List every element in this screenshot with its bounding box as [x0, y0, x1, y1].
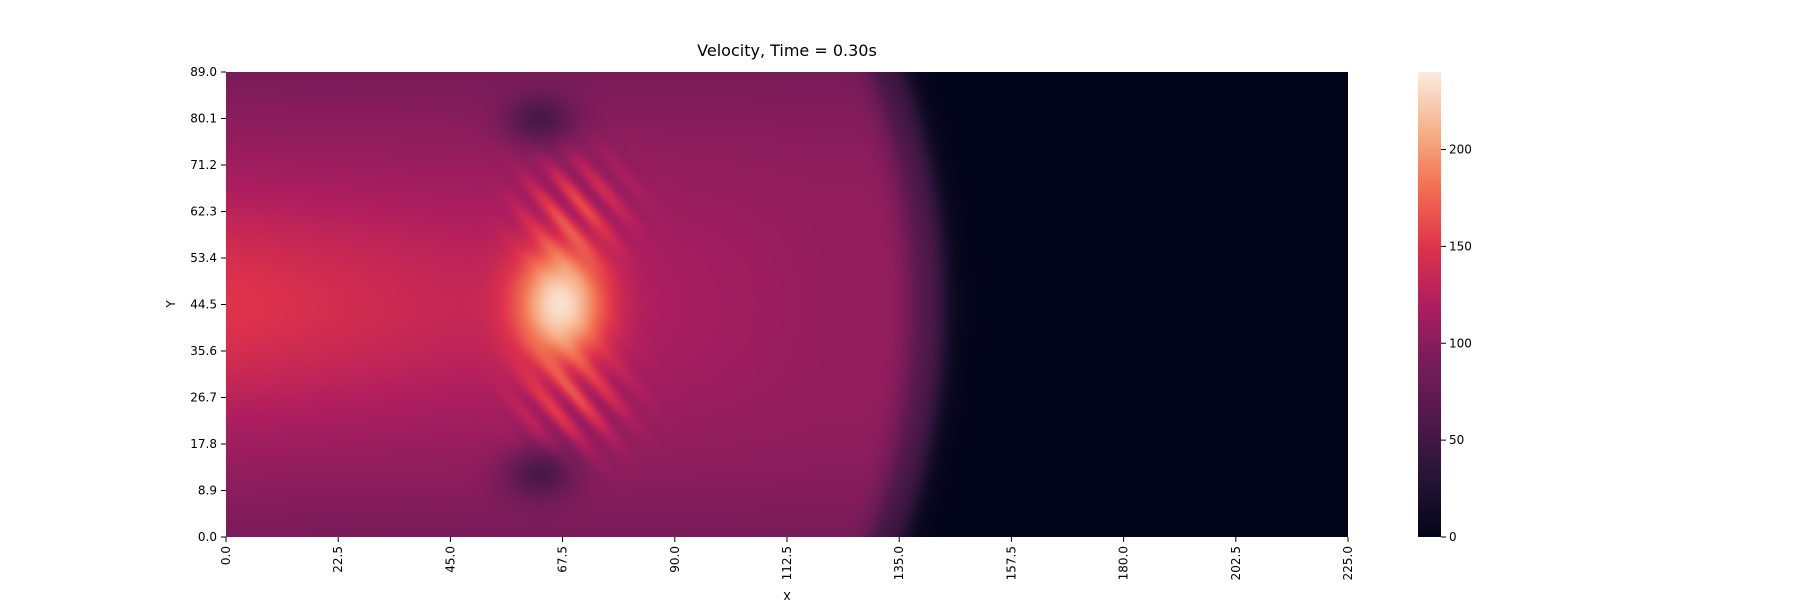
- y-tick-label: 71.2: [190, 158, 217, 172]
- heatmap-plot: [226, 72, 1348, 537]
- x-tick-label: 202.5: [1229, 546, 1243, 580]
- colorbar-tick-label: 200: [1449, 143, 1472, 157]
- colorbar-tick-label: 100: [1449, 336, 1472, 350]
- x-tick-label: 22.5: [331, 546, 345, 573]
- x-tick-label: 112.5: [780, 546, 794, 580]
- x-tick-label: 135.0: [892, 546, 906, 580]
- x-tick-label: 67.5: [556, 546, 570, 573]
- y-tick-label: 53.4: [190, 251, 217, 265]
- y-tick-label: 89.0: [190, 65, 217, 79]
- colorbar-tick-label: 50: [1449, 433, 1464, 447]
- y-tick-label: 80.1: [190, 112, 217, 126]
- x-tick-label: 157.5: [1004, 546, 1018, 580]
- x-axis-label: X: [783, 590, 791, 600]
- colorbar-tick-label: 0: [1449, 530, 1457, 544]
- x-tick-label: 45.0: [443, 546, 457, 573]
- x-tick-label: 180.0: [1117, 546, 1131, 580]
- heatmap-image: [226, 72, 1348, 537]
- colorbar-gradient: [1418, 72, 1441, 537]
- y-axis-ticks: 0.0 8.9 17.8 26.7 35.6 44.5 53.4 62.3 71.2 80.1 89…: [190, 65, 226, 544]
- y-tick-label: 26.7: [190, 391, 217, 405]
- y-tick-label: 35.6: [190, 344, 217, 358]
- colorbar-ticks: 0 50 100 150 200: [1441, 143, 1472, 544]
- x-tick-label: 225.0: [1341, 546, 1355, 580]
- colorbar: 0 50 100 150 200: [1418, 72, 1472, 544]
- y-tick-label: 17.8: [190, 437, 217, 451]
- x-tick-label: 90.0: [668, 546, 682, 573]
- y-tick-label: 62.3: [190, 205, 217, 219]
- y-tick-label: 8.9: [198, 484, 217, 498]
- chart-title: Velocity, Time = 0.30s: [697, 41, 877, 60]
- x-tick-label: 0.0: [219, 546, 233, 565]
- y-tick-label: 44.5: [190, 298, 217, 312]
- y-axis-label: Y: [164, 300, 178, 309]
- x-axis-ticks: 0.0 22.5 45.0 67.5 90.0 112.5 135.0 157.5 180.0 2…: [219, 537, 1355, 580]
- y-tick-label: 0.0: [198, 530, 217, 544]
- colorbar-tick-label: 150: [1449, 239, 1472, 253]
